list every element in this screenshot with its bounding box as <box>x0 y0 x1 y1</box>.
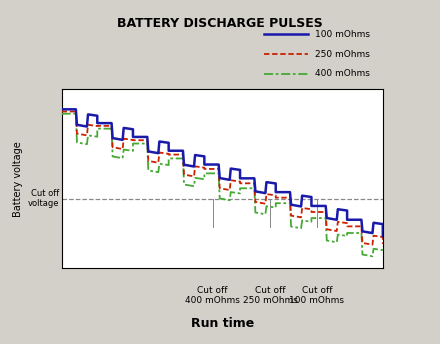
Text: Cut off
100 mOhms: Cut off 100 mOhms <box>290 286 345 305</box>
Text: Cut off
400 mOhms: Cut off 400 mOhms <box>185 286 240 305</box>
Text: Cut off
250 mOhms: Cut off 250 mOhms <box>243 286 298 305</box>
Text: 250 mOhms: 250 mOhms <box>315 50 370 58</box>
Text: Run time: Run time <box>191 317 254 330</box>
Text: 100 mOhms: 100 mOhms <box>315 30 370 39</box>
Text: Cut off
voltage: Cut off voltage <box>28 189 59 208</box>
Text: BATTERY DISCHARGE PULSES: BATTERY DISCHARGE PULSES <box>117 17 323 30</box>
Text: Battery voltage: Battery voltage <box>13 141 22 217</box>
Text: 400 mOhms: 400 mOhms <box>315 69 370 78</box>
